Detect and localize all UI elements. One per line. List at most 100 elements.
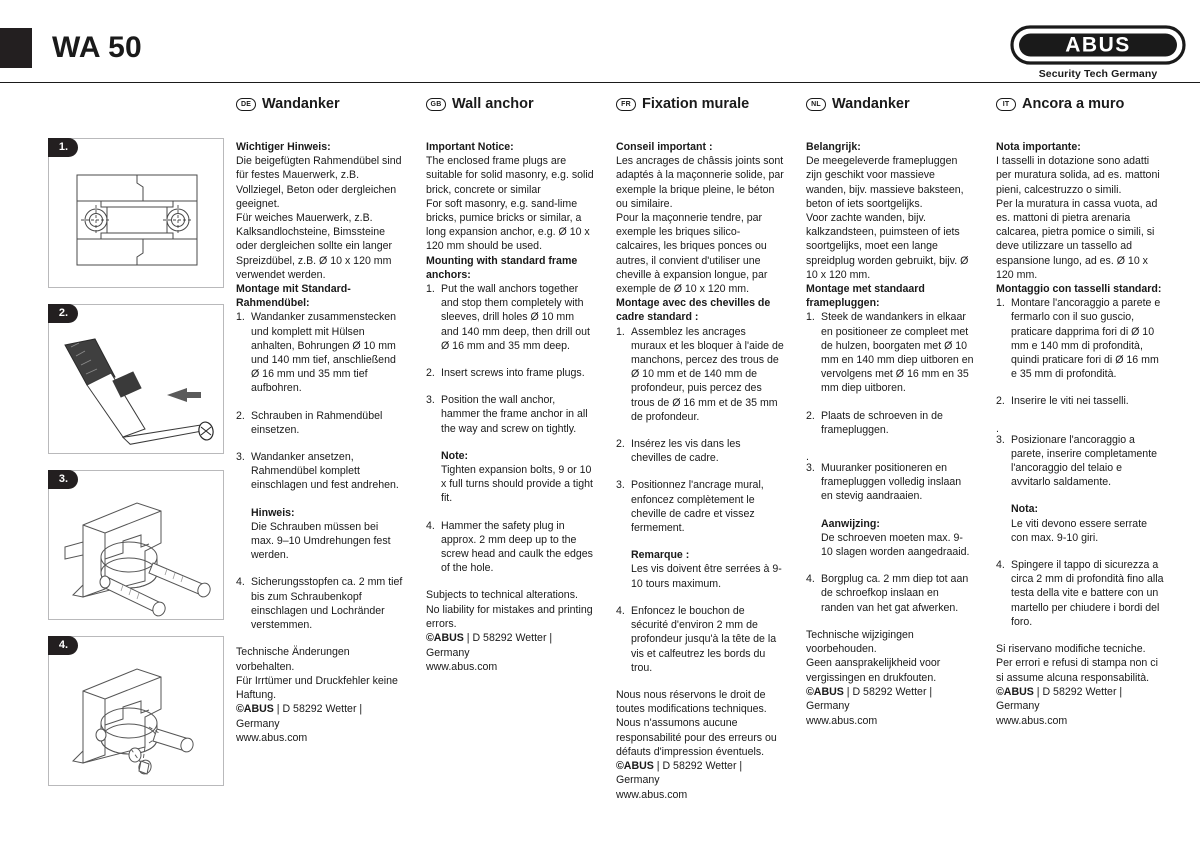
- step-text: Enfoncez le bouchon de sécurité d'enviro…: [631, 604, 777, 674]
- lang-title-gb: Wall anchor: [452, 96, 534, 112]
- step-text: Insert screws into frame plugs.: [441, 367, 585, 380]
- step-item: 2. Insert screws into frame plugs.: [426, 366, 594, 380]
- step-item: 4. Enfoncez le bouchon de sécurité d'env…: [616, 604, 784, 675]
- step-item: 3. Wandanker ansetzen, Rahmendübel kompl…: [236, 450, 404, 493]
- notice-body-de: Die beigefügten Rahmendübel sind für fes…: [236, 155, 402, 281]
- step-item: 3. Posizionare l'ancoraggio a parete, in…: [996, 433, 1164, 490]
- step-item: 4. Borgplug ca. 2 mm diep tot aan de sch…: [806, 572, 974, 615]
- website-it: www.abus.com: [996, 714, 1068, 727]
- step-text: Wandanker zusammenstecken und komplett m…: [251, 311, 397, 395]
- note-body-de: Die Schrauben müssen bei max. 9–10 Umdre…: [251, 520, 391, 562]
- step-item: 3. Position the wall anchor, hammer the …: [426, 393, 594, 436]
- note-body-nl: De schroeven moeten max. 9-10 slagen wor…: [821, 531, 970, 559]
- notice-head-it: Nota importante:: [996, 141, 1081, 153]
- mounting-head-it: Montaggio con tasselli standard:: [996, 283, 1162, 296]
- step-text: Positionnez l'ancrage mural, enfoncez co…: [631, 479, 764, 535]
- website-de: www.abus.com: [236, 732, 308, 745]
- lang-heading-fr: FR Fixation murale: [616, 96, 749, 112]
- corner-mark: [0, 28, 32, 68]
- note-body-it: Le viti devono essere serrate con max. 9…: [1011, 517, 1148, 544]
- step-text: Plaats de schroeven in de framepluggen.: [821, 409, 943, 436]
- column-de: Wichtiger Hinweis: Die beigefügten Rahme…: [236, 140, 404, 746]
- note-block: Aanwijzing: De schroeven moeten max. 9-1…: [806, 517, 974, 560]
- copyright-de: ©ABUS | D 58292 Wetter | Germany: [236, 703, 363, 730]
- note-head-fr: Remarque :: [631, 549, 690, 562]
- step-text: Muuranker positioneren en framepluggen v…: [821, 462, 962, 503]
- step-item: 2. Inserire le viti nei tasselli.: [996, 394, 1164, 408]
- step-text: Sicherungsstopfen ca. 2 mm tief bis zum …: [251, 576, 403, 632]
- step-text: Borgplug ca. 2 mm diep tot aan de schroe…: [821, 573, 969, 614]
- figure-1-label: 1.: [48, 138, 78, 157]
- note-head-it: Nota:: [1011, 503, 1039, 516]
- step-number: 3.: [806, 462, 815, 475]
- notice-head-nl: Belangrijk:: [806, 141, 861, 153]
- lang-heading-de: DE Wandanker: [236, 96, 340, 112]
- column-spacer: .: [996, 422, 999, 435]
- figure-4-label: 4.: [48, 636, 78, 655]
- copyright-gb: ©ABUS | D 58292 Wetter | Germany: [426, 632, 553, 659]
- flag-badge-it: IT: [996, 97, 1016, 111]
- figure-3: 3.: [48, 470, 224, 620]
- step-number: 1.: [996, 297, 1005, 310]
- frame-plug-with-screw-icon: [64, 338, 214, 445]
- step-item: 2. Insérez les vis dans les chevilles de…: [616, 437, 784, 465]
- svg-text:ABUS: ABUS: [1065, 34, 1131, 57]
- step-number: 1.: [806, 311, 815, 324]
- step-number: 4.: [236, 576, 245, 589]
- language-headings: DE Wandanker GB Wall anchor FR Fixation …: [236, 96, 1188, 120]
- website-fr: www.abus.com: [616, 788, 688, 801]
- page-title: WA 50: [52, 31, 142, 64]
- step-item: 2. Plaats de schroeven in de frameplugge…: [806, 409, 974, 437]
- step-number: 2.: [616, 438, 625, 451]
- step-item: 4. Spingere il tappo di sicurezza a circ…: [996, 558, 1164, 629]
- notice-body-fr: Les ancrages de châssis joints sont adap…: [616, 155, 784, 296]
- step-item: 4. Sicherungsstopfen ca. 2 mm tief bis z…: [236, 575, 404, 632]
- step-item: 1. Montare l'ancoraggio a parete e ferma…: [996, 296, 1164, 381]
- step-item: 2. Schrauben in Rahmendübel einsetzen.: [236, 409, 404, 437]
- step-text: Wandanker ansetzen, Rahmendübel komplett…: [251, 451, 399, 492]
- lang-title-it: Ancora a muro: [1022, 96, 1125, 112]
- notice-head-de: Wichtiger Hinweis:: [236, 141, 331, 153]
- step-text: Inserire le viti nei tasselli.: [1011, 395, 1129, 408]
- column-fr: Conseil important : Les ancrages de châs…: [616, 140, 784, 802]
- step-number: 3.: [236, 451, 245, 464]
- wall-anchor-bracket-with-screws-icon: [64, 502, 211, 617]
- note-block: Hinweis: Die Schrauben müssen bei max. 9…: [236, 506, 404, 563]
- note-head-gb: Note:: [441, 449, 469, 462]
- mounting-head-nl: Montage met standaard framepluggen:: [806, 283, 925, 310]
- step-text: Put the wall anchors together and stop t…: [441, 283, 590, 352]
- step-text: Position the wall anchor, hammer the fra…: [441, 394, 588, 435]
- step-number: 1.: [426, 283, 435, 296]
- note-body-gb: Tighten expansion bolts, 9 or 10 x full …: [441, 464, 593, 505]
- notice-body-gb: The enclosed frame plugs are suitable fo…: [426, 155, 594, 253]
- mounting-head-gb: Mounting with standard frame anchors:: [426, 254, 578, 281]
- lang-heading-nl: NL Wandanker: [806, 96, 910, 112]
- step-number: 2.: [806, 409, 815, 422]
- figure-2-label: 2.: [48, 304, 78, 323]
- disclaimer-it: Si riservano modifiche tecniche. Per err…: [996, 643, 1158, 684]
- note-head-nl: Aanwijzing:: [821, 517, 880, 530]
- figure-1: 1.: [48, 138, 224, 288]
- step-number: 1.: [616, 325, 625, 338]
- step-number: 3.: [616, 479, 625, 492]
- notice-body-nl: De meegeleverde framepluggen zijn geschi…: [806, 155, 969, 281]
- step-text: Spingere il tappo di sicurezza a circa 2…: [1011, 559, 1164, 628]
- figure-3-label: 3.: [48, 470, 78, 489]
- step-number: 3.: [996, 433, 1005, 446]
- notice-head-gb: Important Notice:: [426, 141, 514, 153]
- mounting-head-de: Montage mit Standard-Rahmendübel:: [236, 283, 351, 310]
- copyright-fr: ©ABUS | D 58292 Wetter | Germany: [616, 759, 743, 787]
- column-spacer: .: [806, 451, 809, 464]
- notice-head-fr: Conseil important :: [616, 141, 713, 153]
- flag-badge-de: DE: [236, 97, 256, 111]
- note-block: Remarque : Les vis doivent être serrées …: [616, 548, 784, 591]
- mounting-head-fr: Montage avec des chevilles de cadre stan…: [616, 297, 771, 324]
- step-number: 4.: [806, 573, 815, 586]
- step-text: Montare l'ancoraggio a parete e fermarlo…: [1011, 297, 1161, 381]
- step-number: 2.: [236, 409, 245, 422]
- step-item: 1. Wandanker zusammenstecken und komplet…: [236, 310, 404, 395]
- note-head-de: Hinweis:: [251, 506, 295, 519]
- notice-body-it: I tasselli in dotazione sono adatti per …: [996, 155, 1160, 281]
- step-item: 1. Assemblez les ancrages muraux et les …: [616, 325, 784, 424]
- step-text: Insérez les vis dans les chevilles de ca…: [631, 438, 741, 465]
